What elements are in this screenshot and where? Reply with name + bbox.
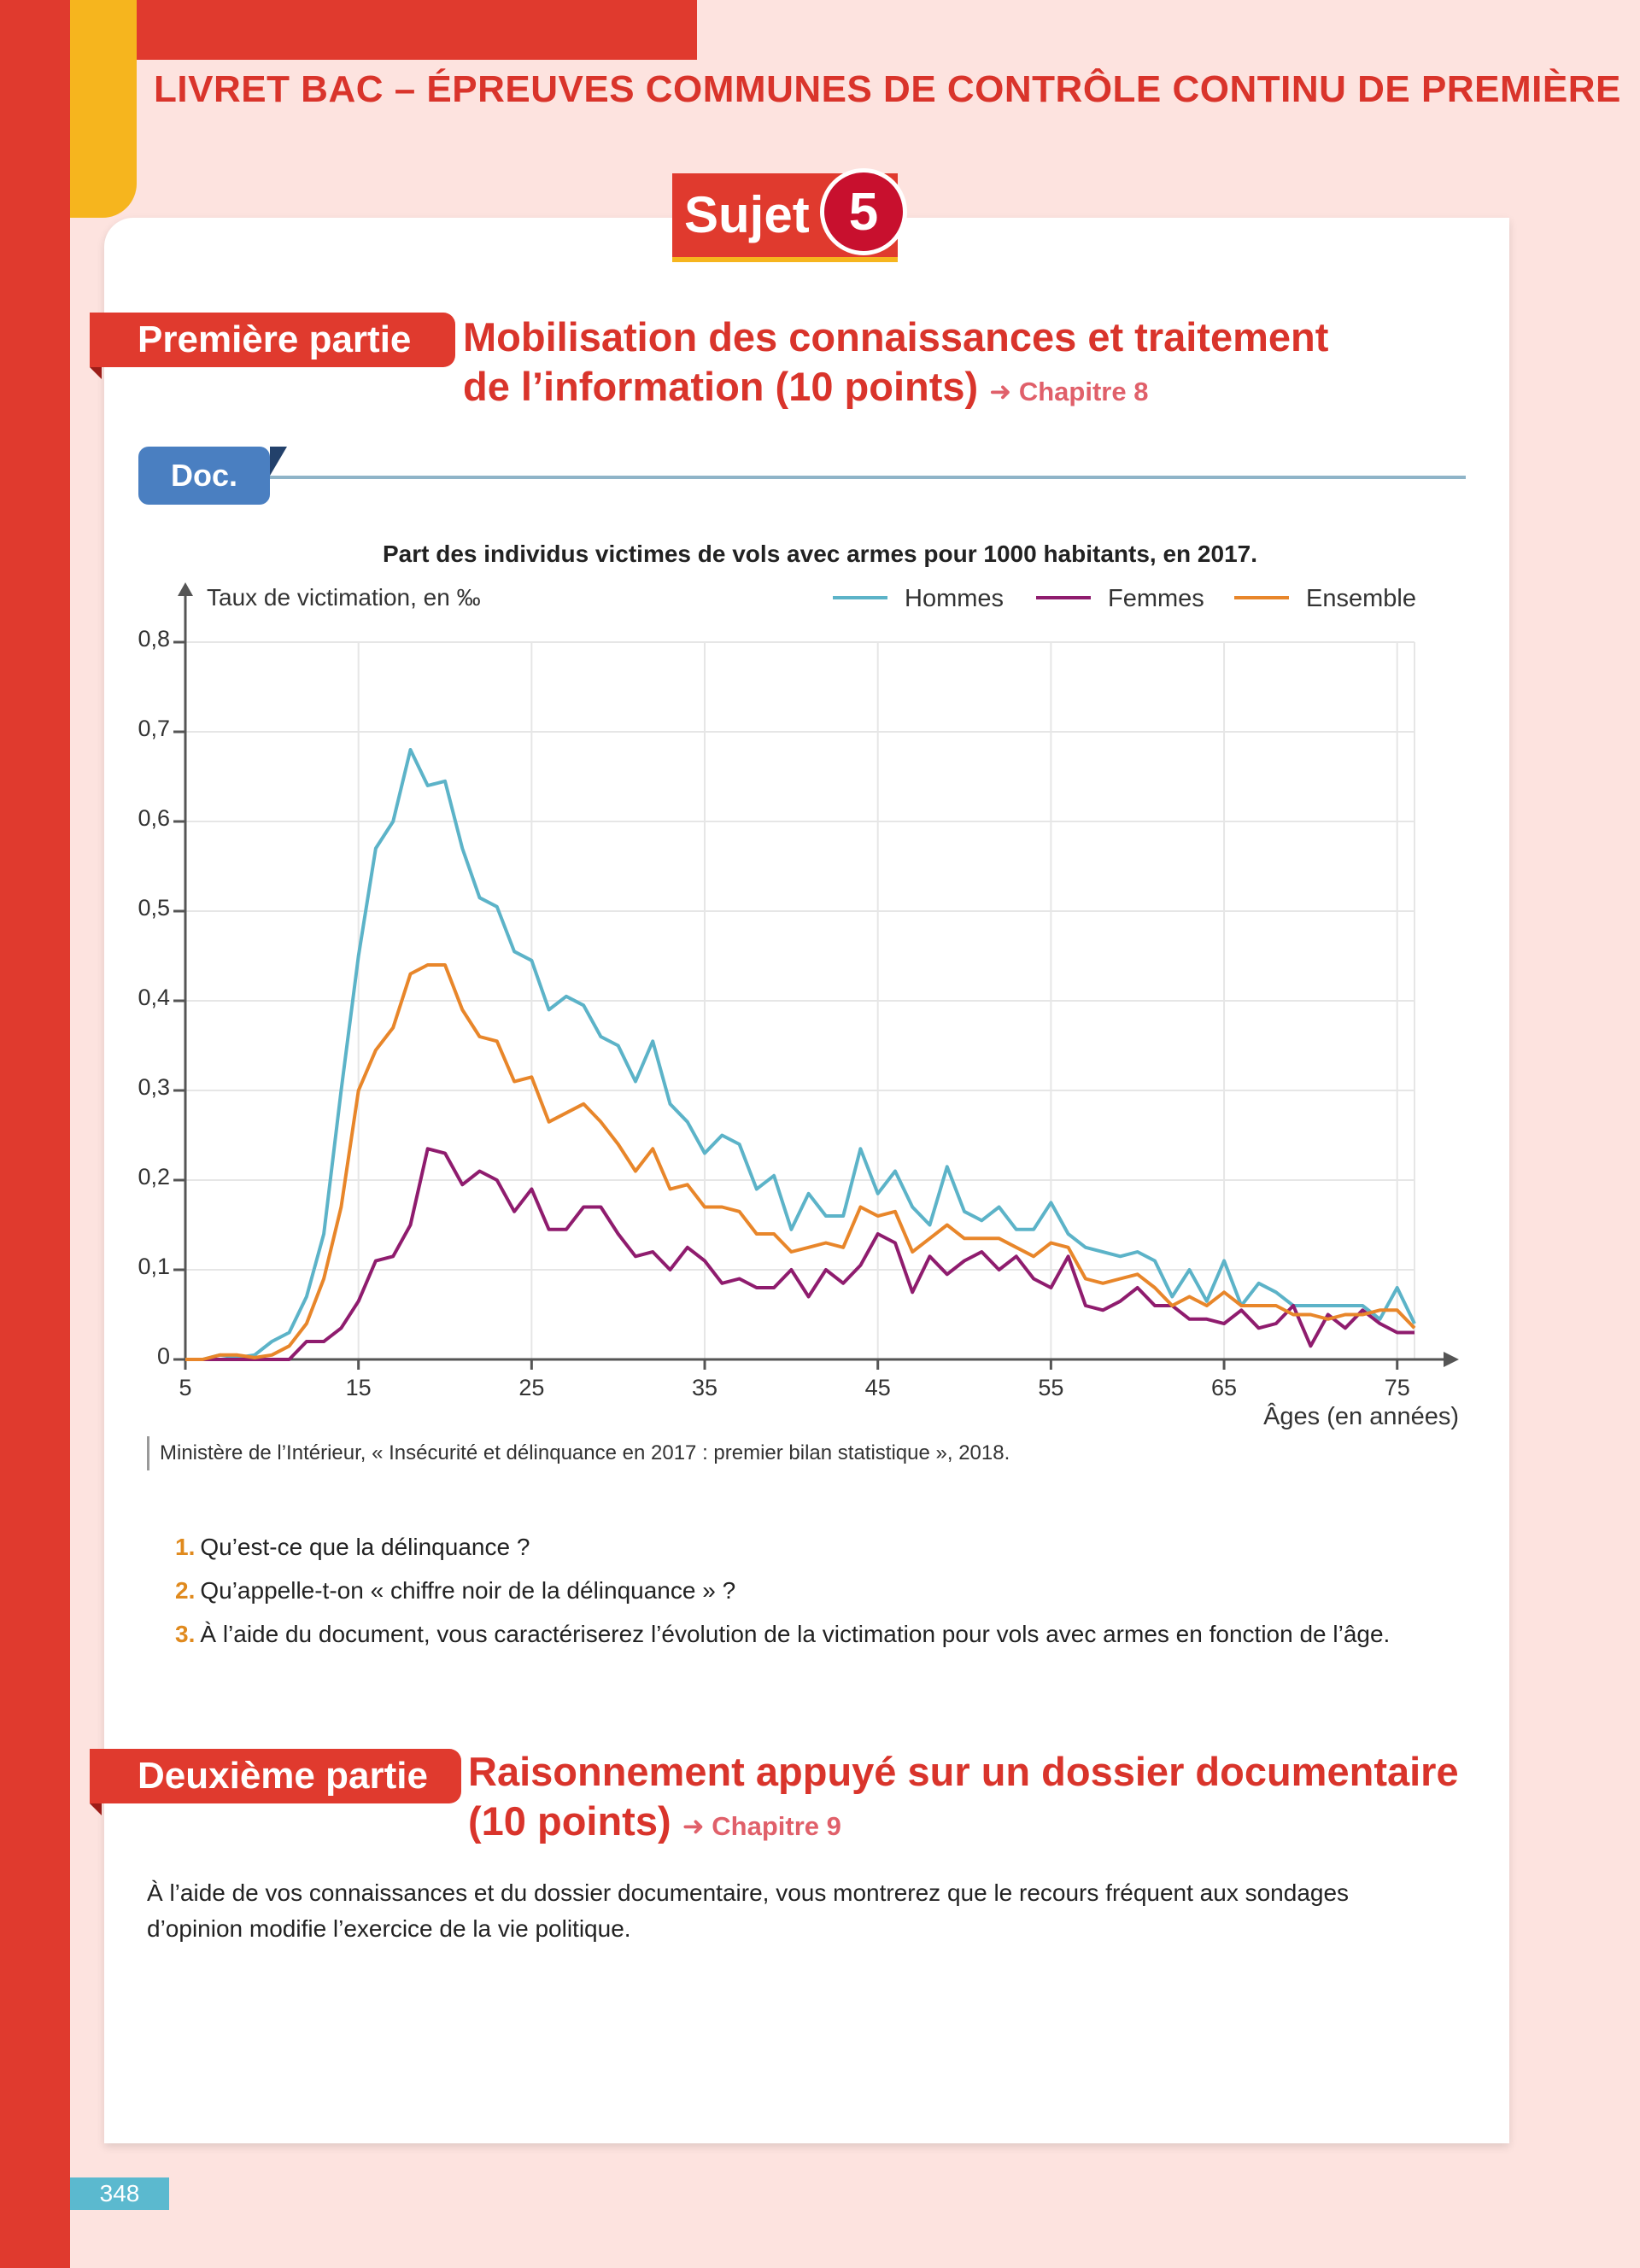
questions-list: 1. Qu’est-ce que la délinquance ? 2. Qu’ap…: [175, 1530, 1390, 1661]
series-line-ensemble: [185, 963, 1416, 1361]
y-ticks: 0 0,1 0,2 0,3 0,4 0,5 0,6 0,7 0,8: [138, 626, 185, 1369]
legend-label: Ensemble: [1306, 585, 1416, 612]
chart-axes: [178, 582, 1459, 1367]
part1-title-line1: Mobilisation des connaissances et traite…: [463, 314, 1329, 359]
part2-title-line2-wrap: (10 points) ➜ Chapitre 9: [468, 1797, 1459, 1851]
y-tick-label: 0,3: [138, 1074, 170, 1100]
question-item: 3. À l’aide du document, vous caractérise…: [175, 1617, 1390, 1661]
y-tick-label: 0,2: [138, 1164, 170, 1190]
question-text: Qu’appelle-t-on « chiffre noir de la dél…: [200, 1577, 736, 1604]
top-red-bar: [137, 0, 697, 60]
y-tick-label: 0,8: [138, 626, 170, 652]
x-tick-label: 55: [1038, 1375, 1063, 1400]
doc-tag: Doc.: [138, 447, 287, 505]
x-tick-label: 35: [692, 1375, 718, 1400]
question-item: 2. Qu’appelle-t-on « chiffre noir de la d…: [175, 1574, 1390, 1617]
page-number: 348: [70, 2177, 169, 2210]
y-tick-label: 0,7: [138, 716, 170, 741]
x-tick-label: 25: [518, 1375, 544, 1400]
x-tick-label: 15: [346, 1375, 372, 1400]
y-tick-label: 0,5: [138, 895, 170, 921]
question-text: À l’aide du document, vous caractérisere…: [200, 1621, 1391, 1647]
yellow-corner-tab: [70, 0, 137, 218]
chart-title: Part des individus victimes de vols avec…: [382, 541, 1257, 567]
x-axis-label: Âges (en années): [1263, 1402, 1459, 1430]
header-title: LIVRET BAC – ÉPREUVES COMMUNES DE CONTRÔ…: [154, 68, 1621, 110]
chart: 0 0,1 0,2 0,3 0,4 0,5 0,6 0,7 0,8 5 15 25 35 45 55 65 7…: [138, 582, 1459, 1430]
part2-instructions: À l’aide de vos connaissances et du doss…: [147, 1879, 1350, 1942]
x-tick-label: 75: [1385, 1375, 1410, 1400]
y-axis-label: Taux de victimation, en ‰: [207, 584, 481, 611]
part2-title-line1: Raisonnement appuyé sur un dossier docum…: [468, 1749, 1459, 1794]
y-tick-label: 0: [157, 1343, 170, 1369]
series-line-femmes: [185, 1147, 1414, 1361]
x-tick-label: 45: [865, 1375, 891, 1400]
part1-title-line2: de l’information (10 points): [463, 364, 979, 409]
x-axis-arrow-icon: [1444, 1352, 1459, 1367]
question-number: 3.: [175, 1621, 196, 1647]
sujet-label: Sujet: [684, 186, 810, 243]
question-text: Qu’est-ce que la délinquance ?: [200, 1534, 530, 1560]
chart-series: [185, 748, 1416, 1361]
part1-title-line2-wrap: de l’information (10 points) ➜ Chapitre …: [463, 362, 1328, 417]
y-axis-arrow-icon: [178, 582, 193, 596]
series-line-hommes: [185, 748, 1416, 1361]
x-ticks: 5 15 25 35 45 55 65 75: [179, 1359, 1410, 1400]
question-number: 2.: [175, 1577, 196, 1604]
legend-label: Hommes: [905, 585, 1004, 612]
y-tick-label: 0,1: [138, 1254, 170, 1279]
chart-legend: Hommes Femmes Ensemble: [833, 585, 1416, 612]
y-tick-label: 0,4: [138, 985, 170, 1010]
y-tick-label: 0,6: [138, 805, 170, 831]
x-tick-label: 5: [179, 1375, 191, 1400]
sujet-badge: Sujet 5: [672, 168, 907, 262]
part1-title: Mobilisation des connaissances et traite…: [463, 313, 1328, 417]
doc-divider: [270, 476, 1466, 479]
x-tick-label: 65: [1211, 1375, 1237, 1400]
legend-label: Femmes: [1108, 585, 1204, 612]
part2-title: Raisonnement appuyé sur un dossier docum…: [468, 1747, 1459, 1851]
part1-tag: Première partie: [90, 313, 455, 379]
sujet-number: 5: [820, 168, 907, 255]
part2-title-line2: (10 points): [468, 1798, 671, 1844]
part2-chapter-link[interactable]: ➜ Chapitre 9: [682, 1811, 841, 1841]
left-decorative-band: [0, 0, 70, 2268]
doc-source: Ministère de l’Intérieur, « Insécurité e…: [147, 1436, 1010, 1470]
question-item: 1. Qu’est-ce que la délinquance ?: [175, 1530, 1390, 1574]
part1-chapter-link[interactable]: ➜ Chapitre 8: [989, 377, 1149, 406]
chart-grid: [185, 641, 1415, 1359]
part2-tag: Deuxième partie: [90, 1749, 461, 1815]
question-number: 1.: [175, 1534, 196, 1560]
